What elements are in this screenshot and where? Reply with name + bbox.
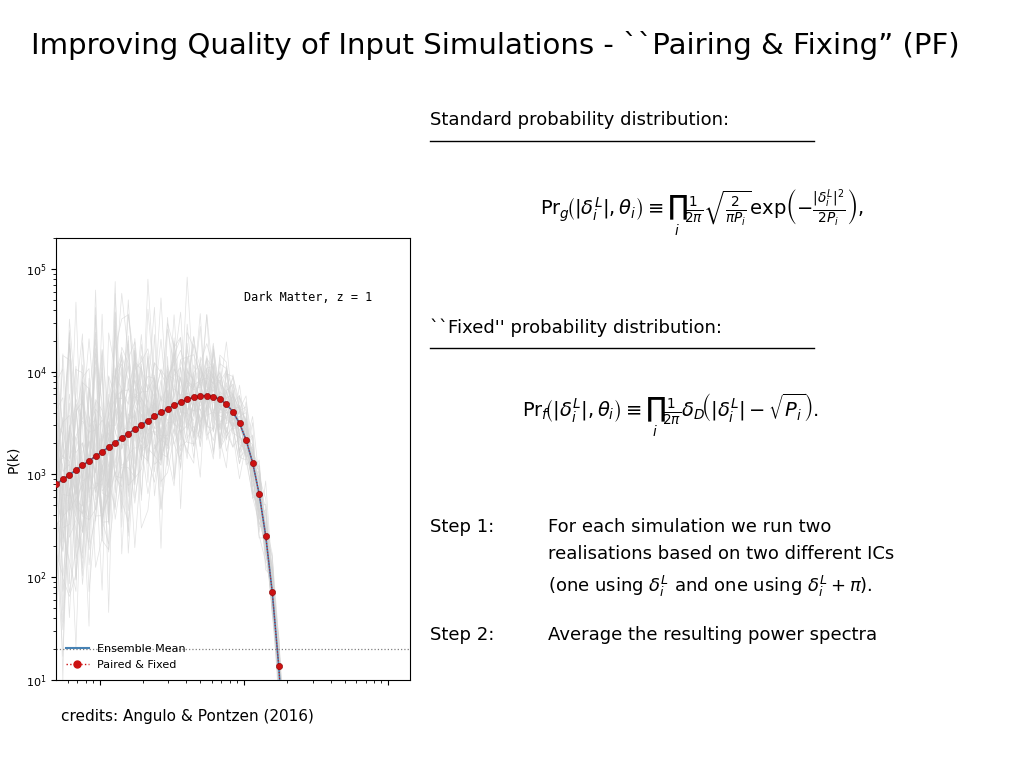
Text: ``Fixed'' probability distribution:: ``Fixed'' probability distribution: bbox=[430, 319, 722, 337]
Paired & Fixed bbox=[50, 479, 62, 488]
Line: Paired & Fixed: Paired & Fixed bbox=[53, 392, 413, 768]
Paired & Fixed bbox=[201, 391, 213, 400]
Legend: Ensemble Mean, Paired & Fixed: Ensemble Mean, Paired & Fixed bbox=[61, 640, 190, 674]
Text: Step 1:: Step 1: bbox=[430, 518, 495, 536]
Paired & Fixed bbox=[135, 420, 147, 429]
Text: Dark Matter, z = 1: Dark Matter, z = 1 bbox=[244, 291, 372, 304]
Text: Step 2:: Step 2: bbox=[430, 626, 495, 644]
Ensemble Mean bbox=[89, 452, 101, 461]
Ensemble Mean bbox=[116, 433, 128, 442]
Paired & Fixed bbox=[116, 433, 128, 442]
Line: Ensemble Mean: Ensemble Mean bbox=[56, 396, 410, 768]
Text: Average the resulting power spectra: Average the resulting power spectra bbox=[548, 626, 877, 644]
Text: Improving Quality of Input Simulations - ``Pairing & Fixing” (PF): Improving Quality of Input Simulations -… bbox=[31, 31, 959, 60]
Text: For each simulation we run two
realisations based on two different ICs
(one usin: For each simulation we run two realisati… bbox=[548, 518, 894, 599]
Ensemble Mean bbox=[50, 479, 62, 488]
Paired & Fixed bbox=[181, 395, 194, 404]
Y-axis label: P(k): P(k) bbox=[6, 445, 20, 472]
Ensemble Mean bbox=[181, 395, 194, 404]
Text: Standard probability distribution:: Standard probability distribution: bbox=[430, 111, 729, 129]
Text: credits: Angulo & Pontzen (2016): credits: Angulo & Pontzen (2016) bbox=[61, 709, 314, 724]
Ensemble Mean bbox=[201, 391, 213, 400]
Paired & Fixed bbox=[89, 452, 101, 461]
Ensemble Mean bbox=[135, 420, 147, 429]
Text: $\mathrm{Pr}_f\!\left(|\delta_i^L|,\theta_i\right) \equiv \prod_i \frac{1}{2\pi}: $\mathrm{Pr}_f\!\left(|\delta_i^L|,\thet… bbox=[522, 392, 819, 439]
Text: $\mathrm{Pr}_g\!\left(|\delta_i^L|,\theta_i\right) \equiv \prod_i \frac{1}{2\pi}: $\mathrm{Pr}_g\!\left(|\delta_i^L|,\thet… bbox=[540, 188, 863, 238]
